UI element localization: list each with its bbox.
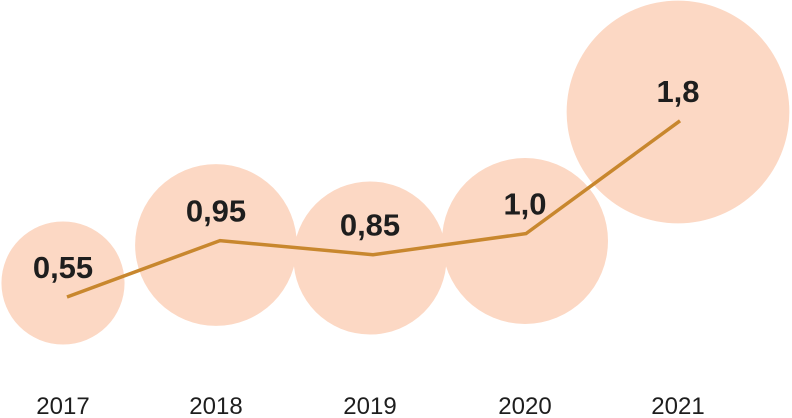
x-tick-2018: 2018	[189, 393, 242, 418]
data-label-2021: 1,8	[656, 74, 699, 109]
bubble-2017	[1, 221, 125, 345]
bubble-2020	[442, 158, 608, 324]
series-line	[66, 119, 682, 299]
bubble-2019	[293, 181, 447, 335]
data-label-2019: 0,85	[340, 208, 400, 243]
x-tick-2017: 2017	[36, 393, 89, 418]
bubble-2018	[135, 164, 297, 326]
x-tick-2020: 2020	[498, 393, 551, 418]
data-label-2020: 1,0	[503, 187, 546, 222]
data-label-2018: 0,95	[186, 194, 246, 229]
x-tick-2019: 2019	[343, 393, 396, 418]
bubble-2021	[566, 0, 790, 224]
x-tick-2021: 2021	[651, 393, 704, 418]
data-label-2017: 0,55	[33, 250, 93, 285]
